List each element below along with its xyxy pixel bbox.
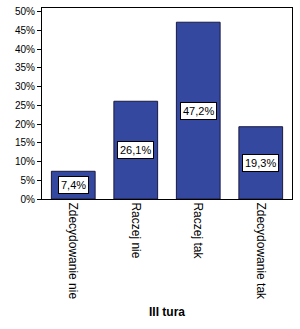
svg-text:20%: 20% (15, 119, 35, 130)
svg-text:50%: 50% (15, 6, 35, 17)
svg-text:5%: 5% (21, 175, 36, 186)
svg-text:7,4%: 7,4% (61, 179, 86, 191)
svg-text:47,2%: 47,2% (183, 105, 214, 117)
svg-text:Zdecydowanie tak: Zdecydowanie tak (254, 202, 268, 300)
svg-text:30%: 30% (15, 81, 35, 92)
svg-text:Raczej nie: Raczej nie (129, 202, 143, 258)
svg-text:40%: 40% (15, 44, 35, 55)
svg-text:0%: 0% (21, 194, 36, 205)
svg-text:19,3%: 19,3% (245, 157, 276, 169)
svg-text:45%: 45% (15, 25, 35, 36)
svg-text:Raczej tak: Raczej tak (191, 202, 205, 259)
svg-text:35%: 35% (15, 62, 35, 73)
svg-text:25%: 25% (15, 100, 35, 111)
svg-text:III tura: III tura (149, 305, 185, 319)
svg-text:Zdecydowanie nie: Zdecydowanie nie (66, 202, 80, 299)
svg-text:15%: 15% (15, 137, 35, 148)
svg-text:26,1%: 26,1% (120, 144, 151, 156)
svg-text:10%: 10% (15, 156, 35, 167)
